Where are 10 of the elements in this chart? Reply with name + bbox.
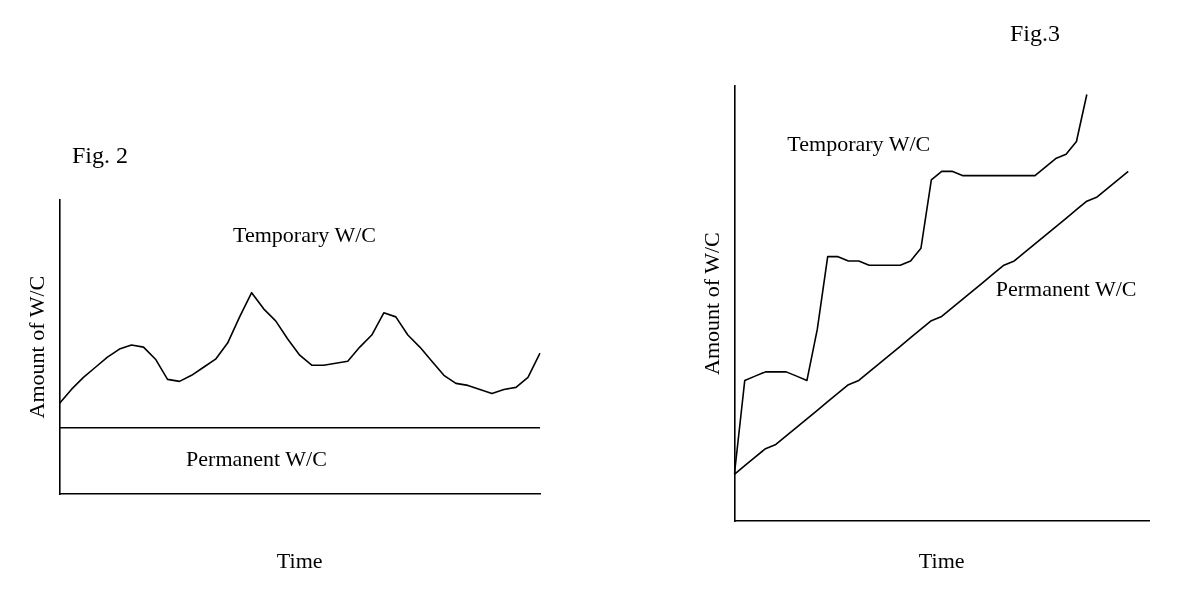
series-label: Permanent W/C [186,445,327,471]
x-axis-title: Time [276,547,323,573]
y-axis-title: Amount of W/C [23,275,49,419]
y-axis-title: Amount of W/C [698,232,724,375]
x-axis-title: Time [918,547,965,573]
chart-title: Fig.3 [1010,20,1061,47]
chart-title: Fig. 2 [72,142,129,169]
series-label: Permanent W/C [995,276,1137,302]
series-label: Temporary W/C [787,131,931,157]
text: Temporary W/C [233,221,376,247]
